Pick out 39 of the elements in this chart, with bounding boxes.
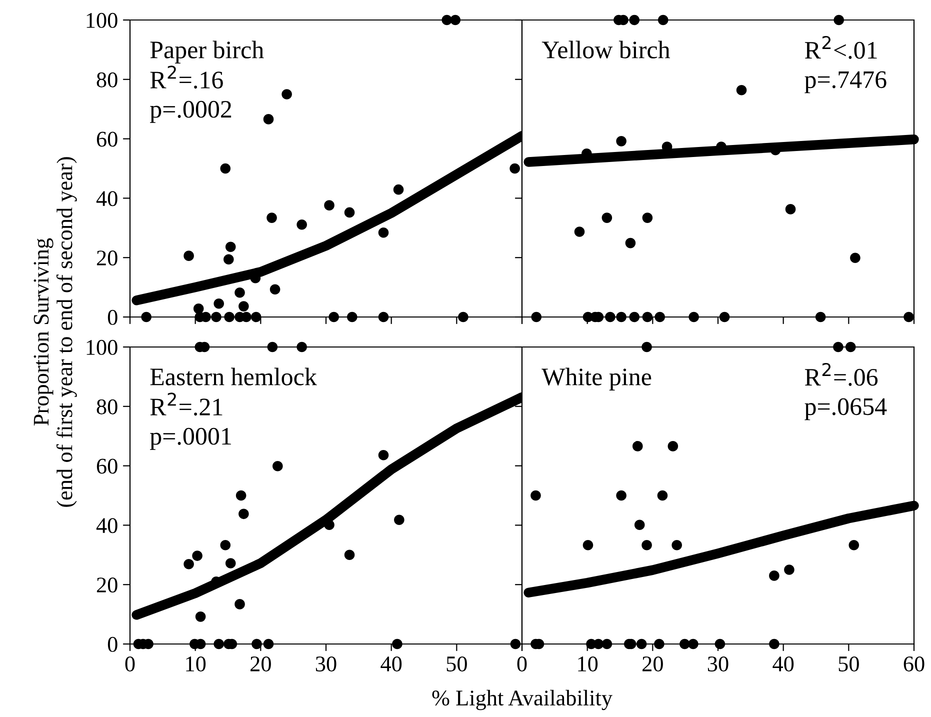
- annotation: Paper birch: [150, 40, 264, 64]
- x-tick-label: 30: [708, 656, 728, 672]
- x-tick-label: 60: [904, 656, 924, 672]
- x-tick-label: 20: [250, 656, 271, 672]
- y-tick-label: 20: [96, 250, 118, 266]
- y-axis-title: Proportion Surviving (end of first year to end of second year): [34, 157, 77, 507]
- y-tick-label: 100: [86, 12, 118, 28]
- annotation: p=.7476: [804, 71, 886, 94]
- annotation: p=.0654: [804, 398, 887, 420]
- annotation: R$^{2}$=.21: [150, 392, 222, 416]
- annotation: White pine: [542, 368, 652, 390]
- x-tick-label: 0: [125, 656, 135, 672]
- x-tick-label: 0: [517, 656, 527, 672]
- y-tick-label: 40: [96, 518, 118, 534]
- x-axis-title: % Light Availability: [432, 690, 612, 710]
- annotation: Yellow birch: [542, 40, 670, 58]
- x-tick-label: 40: [380, 656, 402, 672]
- y-tick-label: 100: [86, 340, 118, 355]
- x-tick-label: 10: [186, 656, 206, 672]
- annotation: R$^{2}$=.16: [150, 66, 223, 89]
- y-tick-label: 0: [108, 636, 118, 652]
- y-tick-label: 60: [96, 132, 118, 147]
- annotation: R$^{2}$=.06: [804, 362, 878, 386]
- annotation: p=.0001: [150, 428, 231, 450]
- annotation: R$^{2}$<.01: [804, 36, 877, 59]
- x-tick-label: 50: [446, 656, 467, 672]
- x-tick-label: 40: [772, 656, 794, 672]
- annotation: Eastern hemlock: [150, 368, 317, 386]
- x-tick-label: 20: [642, 656, 663, 672]
- x-tick-label: 10: [578, 656, 598, 672]
- x-tick-label: 30: [316, 656, 336, 672]
- y-tick-label: 80: [96, 72, 118, 88]
- annotation: p=.0002: [150, 100, 232, 123]
- y-tick-label: 40: [96, 191, 118, 206]
- y-tick-label: 60: [96, 458, 118, 474]
- y-tick-label: 0: [108, 310, 118, 325]
- y-tick-label: 80: [96, 399, 118, 414]
- y-tick-label: 20: [96, 578, 118, 593]
- x-tick-label: 50: [838, 656, 859, 672]
